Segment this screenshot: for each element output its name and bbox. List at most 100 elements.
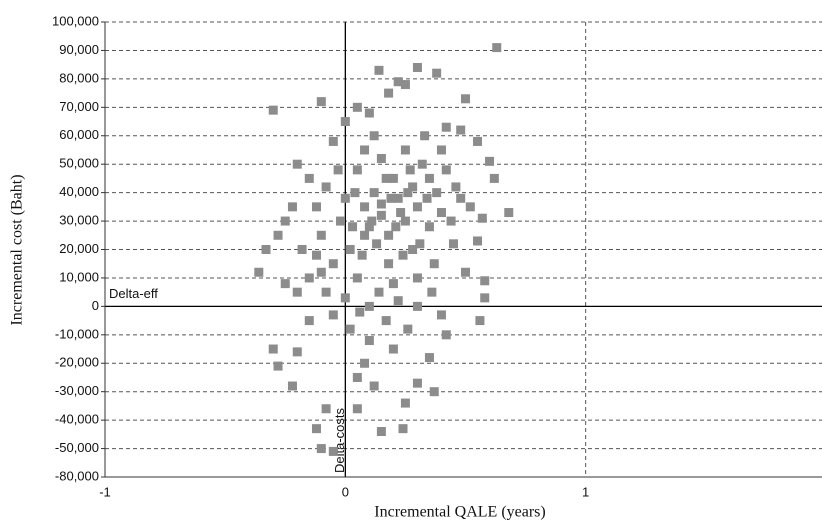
scatter-point (381, 173, 391, 183)
scatter-point (480, 276, 490, 286)
scatter-point (311, 424, 321, 434)
scatter-point (376, 154, 386, 163)
scatter-point (311, 250, 321, 260)
scatter-point (429, 259, 439, 269)
scatter-point (273, 361, 283, 371)
x-tick-label: 0 (342, 484, 349, 499)
scatter-point (372, 239, 382, 249)
y-tick-label: 90,000 (59, 42, 99, 57)
scatter-point (485, 156, 495, 166)
scatter-point (504, 208, 514, 218)
scatter-point (396, 208, 406, 218)
scatter-point (412, 202, 422, 212)
scatter-point (381, 316, 391, 326)
annotation: Delta-costs (332, 407, 347, 473)
scatter-point (328, 259, 338, 269)
scatter-point (254, 267, 264, 277)
scatter-point (287, 381, 297, 391)
scatter-point (376, 210, 386, 220)
scatter-point (316, 444, 326, 454)
scatter-point (400, 80, 410, 90)
scatter-point (321, 404, 331, 414)
scatter-point (391, 222, 401, 232)
scatter-point (422, 193, 432, 203)
scatter-point (412, 63, 422, 72)
y-axis-title: Incremental cost (Baht) (9, 174, 26, 325)
scatter-point (321, 182, 331, 192)
y-tick-label: 70,000 (59, 99, 99, 114)
scatter-point (441, 165, 451, 175)
scatter-point (408, 245, 418, 254)
scatter-point (432, 68, 442, 78)
scatter-point (360, 358, 370, 368)
scatter-point (333, 165, 343, 175)
y-tick-label: -20,000 (55, 355, 99, 370)
scatter-point (345, 324, 355, 334)
scatter-point (473, 236, 483, 246)
scatter-point (456, 125, 466, 135)
scatter-point (429, 387, 439, 397)
scatter-point (369, 381, 379, 391)
scatter-point (316, 97, 326, 107)
scatter-point (287, 202, 297, 212)
scatter-point (386, 193, 396, 203)
scatter-point (403, 188, 413, 198)
scatter-point (321, 287, 331, 297)
scatter-point (473, 136, 483, 146)
scatter-point (352, 372, 362, 382)
scatter-point (292, 287, 302, 297)
scatter-point (492, 43, 502, 53)
scatter-point (456, 193, 466, 203)
scatter-point (451, 182, 461, 192)
scatter-point (424, 173, 434, 183)
scatter-point (446, 216, 456, 226)
scatter-point (400, 216, 410, 226)
scatter-point (328, 136, 338, 146)
scatter-point (352, 165, 362, 175)
scatter-point (393, 193, 403, 203)
scatter-point (355, 307, 365, 317)
scatter-point (441, 330, 451, 340)
scatter-point (461, 267, 470, 277)
scatter-point (415, 239, 425, 249)
scatter-point (376, 199, 386, 209)
scatter-point (268, 344, 278, 354)
y-tick-label: -40,000 (55, 412, 99, 427)
x-tick-label: 1 (582, 484, 589, 499)
scatter-point (393, 77, 403, 87)
scatter-point (412, 301, 422, 311)
scatter-point (374, 287, 384, 297)
scatter-point (448, 239, 458, 249)
scatter-point (417, 159, 427, 169)
scatter-point (311, 202, 321, 212)
scatter-point (352, 102, 362, 112)
scatter-point (340, 293, 350, 303)
x-axis-title: Incremental QALE (years) (374, 504, 545, 521)
scatter-point (348, 222, 358, 232)
scatter-point (304, 273, 314, 283)
scatter-point (374, 65, 384, 75)
scatter-point (384, 88, 394, 98)
scatter-point (461, 94, 470, 104)
y-tick-label: -50,000 (55, 440, 99, 455)
scatter-point (477, 213, 487, 223)
scatter-point (336, 216, 346, 226)
y-tick-label: 50,000 (59, 156, 99, 171)
scatter-point (328, 310, 338, 320)
scatter-point (403, 324, 413, 334)
scatter-point (352, 273, 362, 283)
scatter-point (364, 301, 374, 311)
y-tick-label: 30,000 (59, 213, 99, 228)
scatter-point (412, 273, 422, 283)
scatter-point (360, 230, 370, 240)
scatter-point (424, 222, 434, 232)
scatter-point (367, 216, 377, 226)
scatter-point (345, 245, 355, 254)
scatter-point (376, 427, 386, 436)
scatter-point (436, 310, 446, 320)
x-tick-label: -1 (99, 484, 111, 499)
y-tick-label: 60,000 (59, 127, 99, 142)
scatter-point (297, 245, 307, 254)
scatter-point (420, 131, 430, 141)
